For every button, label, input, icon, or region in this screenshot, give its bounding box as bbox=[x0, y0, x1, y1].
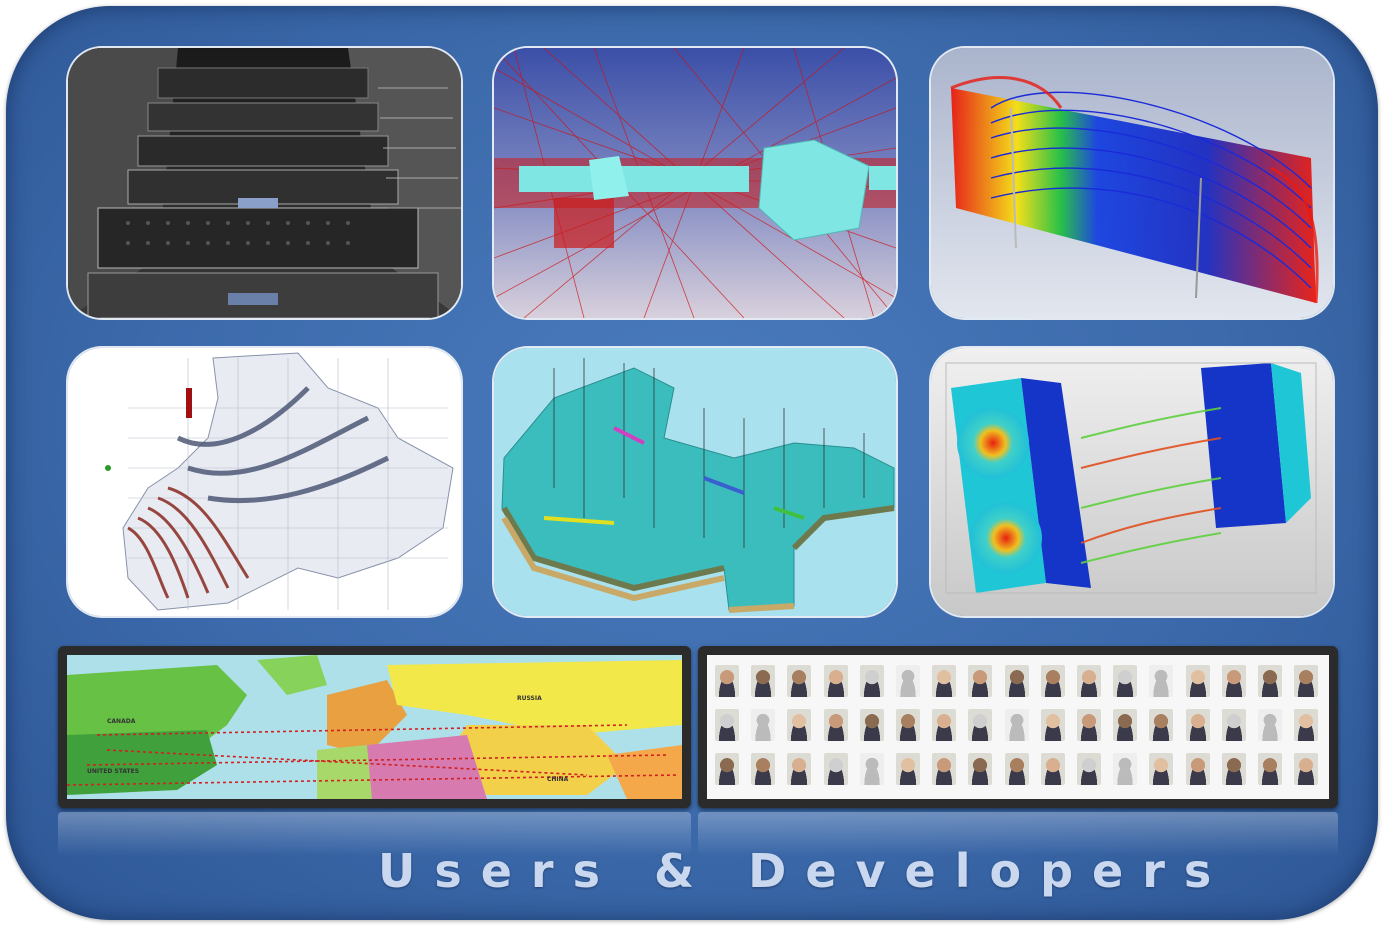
world-map-icon: CANADA RUSSIA UNITED STATES CHINA bbox=[67, 655, 682, 799]
portrait-thumbnail bbox=[932, 665, 957, 697]
portrait-thumbnail bbox=[896, 709, 920, 741]
portrait-thumbnail bbox=[1040, 709, 1065, 741]
portrait-thumbnail bbox=[1077, 665, 1101, 697]
portrait-thumbnail bbox=[1149, 753, 1174, 785]
portrait-grid bbox=[709, 657, 1327, 797]
map-label-canada: CANADA bbox=[107, 718, 136, 725]
portrait-thumbnail bbox=[1040, 753, 1065, 785]
portrait-thumbnail bbox=[859, 665, 884, 697]
portrait-thumbnail bbox=[1077, 709, 1101, 741]
portrait-thumbnail bbox=[1258, 753, 1282, 785]
portrait-thumbnail bbox=[715, 753, 739, 785]
portrait-thumbnail bbox=[1077, 753, 1101, 785]
portrait-thumbnail bbox=[715, 709, 739, 741]
portrait-thumbnail bbox=[823, 753, 848, 785]
portraits-reflection bbox=[698, 812, 1338, 856]
portrait-thumbnail bbox=[751, 753, 776, 785]
portrait-thumbnail bbox=[968, 753, 993, 785]
portrait-thumbnail bbox=[751, 665, 776, 697]
portrait-thumbnail bbox=[1294, 665, 1319, 697]
portrait-thumbnail bbox=[1149, 709, 1174, 741]
portrait-thumbnail bbox=[896, 753, 920, 785]
portrait-thumbnail bbox=[1149, 665, 1174, 697]
portrait-thumbnail bbox=[1294, 709, 1319, 741]
portrait-thumbnail bbox=[1113, 753, 1138, 785]
portrait-thumbnail bbox=[1113, 665, 1138, 697]
portrait-thumbnail bbox=[968, 709, 993, 741]
portrait-thumbnail bbox=[1040, 665, 1065, 697]
developer-portraits-panel bbox=[698, 646, 1338, 808]
geologic-model-image bbox=[494, 348, 896, 616]
portrait-thumbnail bbox=[859, 709, 884, 741]
portrait-thumbnail bbox=[859, 753, 884, 785]
map-label-united-states: UNITED STATES bbox=[87, 768, 139, 775]
portrait-thumbnail bbox=[1004, 665, 1029, 697]
users-developers-caption: Users & Developers bbox=[378, 844, 1231, 898]
portrait-thumbnail bbox=[1258, 709, 1282, 741]
server-rack-image bbox=[68, 48, 461, 318]
wireframe-terrain-image bbox=[68, 348, 461, 616]
portrait-thumbnail bbox=[1221, 665, 1246, 697]
background-panel: CANADA RUSSIA UNITED STATES CHINA Users … bbox=[6, 6, 1378, 920]
portrait-thumbnail bbox=[787, 709, 812, 741]
portrait-thumbnail bbox=[968, 665, 993, 697]
portrait-thumbnail bbox=[823, 709, 848, 741]
portrait-thumbnail bbox=[1004, 709, 1029, 741]
world-map-panel: CANADA RUSSIA UNITED STATES CHINA bbox=[58, 646, 691, 808]
map-label-china: CHINA bbox=[547, 776, 569, 783]
portrait-thumbnail bbox=[1294, 753, 1319, 785]
flow-field-image bbox=[931, 348, 1333, 616]
portrait-thumbnail bbox=[823, 665, 848, 697]
portrait-thumbnail bbox=[1221, 709, 1246, 741]
portrait-thumbnail bbox=[715, 665, 739, 697]
portrait-thumbnail bbox=[1221, 753, 1246, 785]
streamline-visualization-image bbox=[931, 48, 1333, 318]
map-reflection bbox=[58, 812, 691, 856]
portrait-thumbnail bbox=[932, 753, 957, 785]
portrait-thumbnail bbox=[1185, 753, 1210, 785]
portrait-thumbnail bbox=[896, 665, 920, 697]
portrait-thumbnail bbox=[1258, 665, 1282, 697]
portrait-thumbnail bbox=[932, 709, 957, 741]
portrait-thumbnail bbox=[751, 709, 776, 741]
portrait-thumbnail bbox=[1004, 753, 1029, 785]
mesh-simulation-image bbox=[494, 48, 896, 318]
map-label-russia: RUSSIA bbox=[517, 695, 542, 702]
portrait-thumbnail bbox=[1113, 709, 1138, 741]
portrait-thumbnail bbox=[1185, 665, 1210, 697]
portrait-thumbnail bbox=[787, 753, 812, 785]
portrait-thumbnail bbox=[1185, 709, 1210, 741]
portrait-thumbnail bbox=[787, 665, 812, 697]
